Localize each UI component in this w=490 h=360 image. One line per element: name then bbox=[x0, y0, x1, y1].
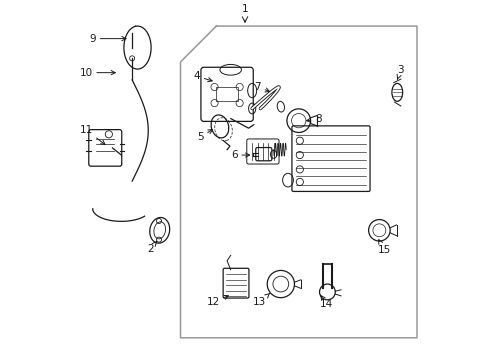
Text: 2: 2 bbox=[147, 242, 157, 253]
Text: 3: 3 bbox=[397, 66, 404, 80]
Text: 7: 7 bbox=[254, 82, 270, 92]
Text: 10: 10 bbox=[79, 68, 115, 78]
Text: 11: 11 bbox=[79, 125, 105, 145]
Text: 6: 6 bbox=[231, 150, 250, 160]
Text: 12: 12 bbox=[207, 296, 228, 307]
Text: 15: 15 bbox=[378, 240, 391, 255]
Text: 8: 8 bbox=[307, 114, 321, 124]
Text: 13: 13 bbox=[253, 293, 270, 307]
Text: 5: 5 bbox=[197, 130, 213, 142]
Text: 9: 9 bbox=[90, 33, 126, 44]
Text: 14: 14 bbox=[320, 295, 334, 309]
Text: 4: 4 bbox=[194, 71, 212, 82]
Text: 1: 1 bbox=[242, 4, 248, 14]
